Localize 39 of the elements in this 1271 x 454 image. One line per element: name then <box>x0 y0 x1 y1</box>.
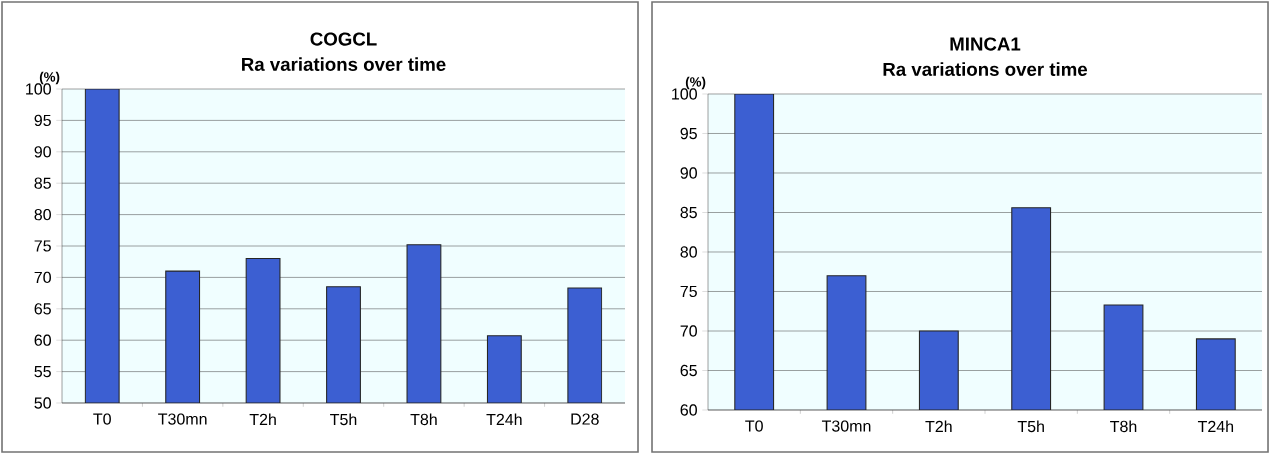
y-tick-label: 100 <box>26 83 51 95</box>
x-tick-label: T5h <box>330 413 357 426</box>
x-tick-label: D28 <box>571 413 599 425</box>
chart-subtitle: Ra variations over time <box>242 57 446 71</box>
y-tick-label: 50 <box>34 397 51 409</box>
y-tick-label: 100 <box>672 88 697 100</box>
y-tick-label: 75 <box>34 240 51 252</box>
x-tick-label: T0 <box>745 420 763 432</box>
y-tick-label: 65 <box>680 364 697 377</box>
y-tick-label: 60 <box>680 404 697 416</box>
chart-title: COGCL <box>310 32 377 46</box>
x-tick-label: T2h <box>249 413 276 425</box>
y-tick-label: 70 <box>34 271 51 284</box>
y-axis-title: (%) <box>39 71 60 85</box>
y-tick-label: 80 <box>680 246 697 258</box>
x-tick-label: T8h <box>410 413 437 426</box>
y-tick-label: 70 <box>680 325 697 337</box>
y-tick-label: 85 <box>34 177 51 189</box>
y-axis-title: (%) <box>685 76 706 90</box>
x-tick-label: T0 <box>93 413 111 425</box>
x-tick-label: T30mn <box>158 413 207 425</box>
y-tick-label: 65 <box>34 303 51 315</box>
y-tick-label: 85 <box>680 206 697 219</box>
chart-title: MINCA1 <box>950 37 1021 51</box>
x-tick-label: T30mn <box>821 420 871 432</box>
y-tick-label: 75 <box>680 285 697 298</box>
y-tick-label: 95 <box>34 114 51 127</box>
y-tick-label: 95 <box>680 127 697 140</box>
y-tick-label: 90 <box>34 146 51 158</box>
y-tick-label: 90 <box>680 167 697 179</box>
y-tick-label: 60 <box>34 334 51 346</box>
x-tick-label: T2h <box>925 420 952 432</box>
x-tick-label: T24h <box>1197 420 1234 432</box>
x-tick-label: T8h <box>1110 420 1137 433</box>
x-tick-label: T24h <box>486 413 522 425</box>
chart-subtitle: Ra variations over time <box>883 62 1088 76</box>
x-tick-label: T5h <box>1017 420 1044 433</box>
y-tick-label: 80 <box>34 208 51 221</box>
y-tick-label: 55 <box>34 366 51 378</box>
